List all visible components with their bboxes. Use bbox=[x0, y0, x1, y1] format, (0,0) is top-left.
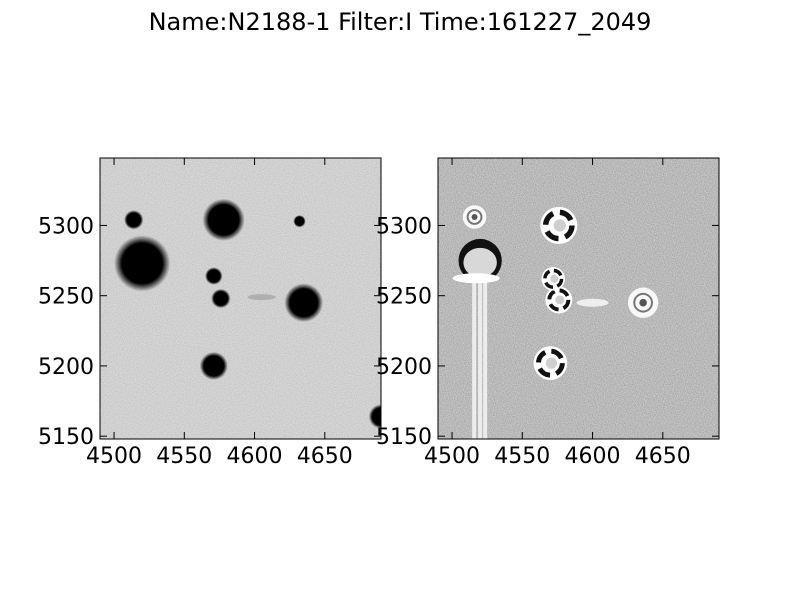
residual-core bbox=[553, 219, 567, 232]
image-panel-y-tick-labels: 5300 5250 5200 5150 bbox=[38, 214, 94, 450]
residual-panel-y-tick-label: 5250 bbox=[376, 285, 432, 310]
residual-panel-x-tick-label: 4550 bbox=[494, 444, 550, 469]
image-panel-x-tick-label: 4550 bbox=[156, 444, 212, 469]
residual-star bbox=[633, 292, 653, 313]
image-panel-x-tick-label: 4600 bbox=[227, 444, 283, 469]
residual-panel-ticks bbox=[438, 158, 719, 439]
residual-core bbox=[555, 295, 565, 305]
star bbox=[284, 283, 324, 323]
residual-panel-x-tick-label: 4500 bbox=[424, 444, 480, 469]
residual-star bbox=[547, 288, 571, 312]
residual-star bbox=[543, 268, 564, 289]
image-panel: 4500 4550 4600 4650 5300 5250 5200 5150 bbox=[38, 157, 382, 469]
image-panel-x-tick-label: 4500 bbox=[86, 444, 142, 469]
bleed-trail bbox=[483, 278, 488, 439]
image-panel-y-tick-label: 5150 bbox=[38, 425, 94, 450]
residual-panel-x-tick-label: 4650 bbox=[635, 444, 691, 469]
image-panel-noise bbox=[100, 158, 381, 439]
star bbox=[368, 404, 381, 429]
star bbox=[199, 351, 228, 380]
image-panel-y-tick-label: 5200 bbox=[38, 355, 94, 380]
residual-panel-y-tick-labels: 5300 5250 5200 5150 bbox=[376, 214, 432, 450]
residual-star bbox=[466, 209, 483, 225]
star bbox=[114, 235, 171, 292]
star bbox=[124, 210, 144, 230]
residual-halo bbox=[452, 273, 500, 284]
residual-panel-x-tick-labels: 4500 4550 4600 4650 bbox=[424, 444, 691, 469]
faint-streak bbox=[247, 294, 276, 301]
bleed-trail bbox=[472, 278, 477, 439]
residual-core bbox=[639, 298, 647, 307]
residual-star bbox=[542, 209, 575, 242]
residual-core bbox=[471, 214, 478, 220]
faint-streak bbox=[576, 298, 609, 307]
image-panel-stars bbox=[114, 198, 381, 429]
residual-star bbox=[535, 348, 565, 378]
bleed-trail bbox=[478, 278, 483, 439]
image-panel-x-tick-label: 4650 bbox=[297, 444, 353, 469]
figure-title: Name:N2188-1 Filter:I Time:161227_2049 bbox=[149, 8, 652, 36]
star bbox=[211, 288, 231, 309]
residual-core bbox=[550, 274, 559, 283]
residual-core bbox=[545, 357, 558, 369]
residual-panel-stars bbox=[452, 205, 659, 439]
image-panel-ticks bbox=[100, 158, 381, 439]
residual-core bbox=[463, 247, 497, 278]
image-panel-frame bbox=[99, 157, 382, 440]
image-panel-y-tick-label: 5300 bbox=[38, 214, 94, 239]
residual-panel: 4500 4550 4600 4650 5300 5250 5200 5150 bbox=[376, 157, 720, 469]
residual-panel-x-tick-label: 4600 bbox=[565, 444, 621, 469]
star bbox=[202, 198, 245, 241]
residual-panel-y-tick-label: 5300 bbox=[376, 214, 432, 239]
image-panel-y-tick-label: 5250 bbox=[38, 285, 94, 310]
residual-panel-y-tick-label: 5150 bbox=[376, 425, 432, 450]
residual-panel-frame bbox=[437, 157, 720, 440]
star bbox=[205, 267, 223, 285]
star bbox=[293, 215, 306, 228]
image-panel-x-tick-labels: 4500 4550 4600 4650 bbox=[86, 444, 353, 469]
residual-panel-y-tick-label: 5200 bbox=[376, 355, 432, 380]
